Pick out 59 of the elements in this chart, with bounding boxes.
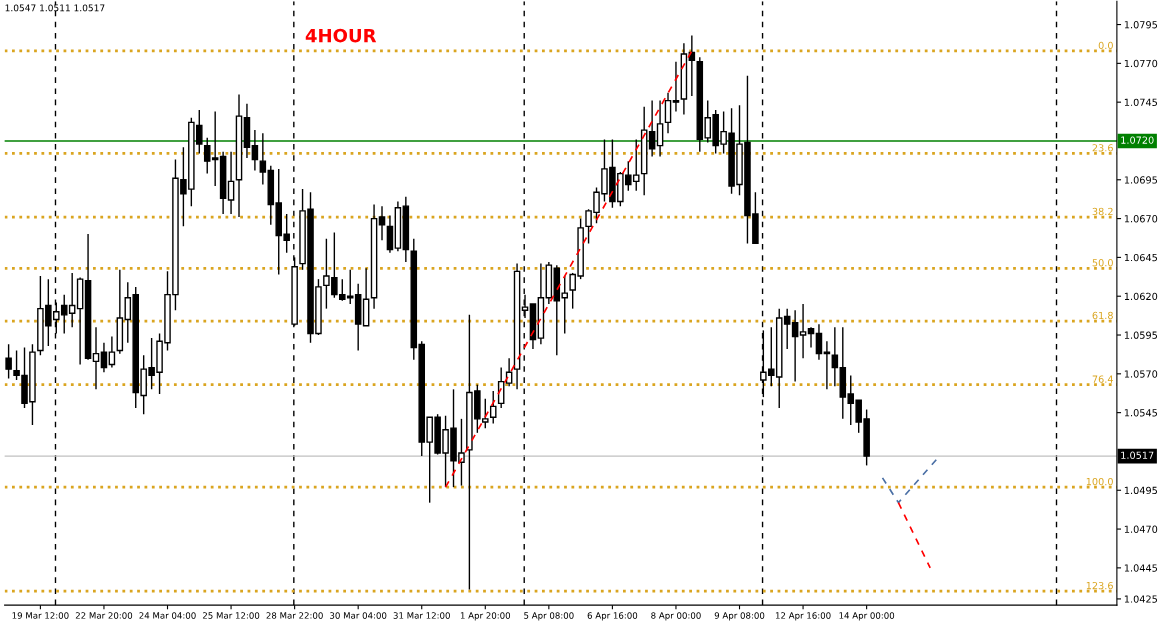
y-tick-label: 1.0445 <box>1124 564 1157 572</box>
x-tick-label: 6 Apr 16:00 <box>587 612 638 621</box>
y-tick-label: 1.0695 <box>1124 176 1157 184</box>
candlestick <box>815 323 823 361</box>
annotation: 0.0 <box>1098 41 1113 50</box>
candlestick <box>807 326 815 349</box>
text: 4HOUR <box>305 28 377 43</box>
annotation: 76.4 <box>1092 375 1113 383</box>
candlestick <box>672 61 680 113</box>
x-tick-label: 28 Mar 22:00 <box>266 612 323 619</box>
annotation: 38.2 <box>1092 207 1113 216</box>
candlestick <box>648 99 656 158</box>
y-tick-label: 1.0645 <box>1124 253 1157 262</box>
ref-line-label: 1.0517 <box>1121 451 1154 459</box>
candlestick <box>791 309 799 383</box>
x-tick-label: 19 Mar 12:00 <box>12 612 69 619</box>
candlestick <box>378 205 386 242</box>
annotation: 123.6 <box>1086 581 1113 590</box>
chart-subtitle: 1.0547 1.0511 1.0517 <box>5 4 105 12</box>
x-tick-label: 24 Mar 04:00 <box>139 612 196 619</box>
candlestick <box>489 390 497 425</box>
annotation: 23.6 <box>1092 144 1113 152</box>
x-tick-label: 25 Mar 12:00 <box>202 612 260 619</box>
candlestick <box>259 132 267 186</box>
candlestick <box>251 129 259 172</box>
candlestick <box>656 99 664 158</box>
annotation: 100.0 <box>1086 477 1113 486</box>
annotation: 50.0 <box>1092 259 1113 267</box>
candlestick <box>386 214 394 254</box>
y-tick-label: 1.0495 <box>1124 486 1157 495</box>
candlestick <box>100 342 108 373</box>
x-tick-label: 1 Apr 20:00 <box>460 612 511 621</box>
annotation: 61.8 <box>1092 311 1113 320</box>
y-tick-label: 1.0670 <box>1124 215 1158 223</box>
candlestick <box>823 340 831 391</box>
x-tick-label: 9 Apr 08:00 <box>714 612 765 621</box>
x-tick-label: 8 Apr 00:00 <box>651 612 701 621</box>
y-tick-label: 1.0595 <box>1124 331 1157 339</box>
y-tick-label: 1.0470 <box>1124 525 1158 533</box>
y-tick-label: 1.0545 <box>1124 409 1157 417</box>
y-tick-label: 1.0795 <box>1124 21 1157 29</box>
ref-line-label: 1.0720 <box>1121 136 1154 144</box>
candlestick <box>799 303 807 359</box>
candlestick <box>227 151 235 215</box>
y-tick-label: 1.0620 <box>1124 292 1158 301</box>
x-tick-label: 31 Mar 12:00 <box>393 612 450 619</box>
y-tick-label: 1.0745 <box>1124 98 1157 106</box>
candlestick <box>664 92 672 134</box>
x-tick-label: 22 Mar 20:00 <box>75 612 133 619</box>
y-tick-label: 1.0425 <box>1124 595 1157 603</box>
x-tick-label: 30 Mar 04:00 <box>330 612 387 619</box>
candlestick <box>108 335 116 369</box>
x-tick-label: 12 Apr 16:00 <box>775 612 831 621</box>
y-tick-label: 1.0570 <box>1124 370 1158 378</box>
candlestick <box>5 343 12 380</box>
candlestick <box>92 326 100 391</box>
y-tick-label: 1.0770 <box>1124 59 1158 68</box>
x-tick-label: 14 Apr 00:00 <box>839 612 895 621</box>
x-tick-label: 5 Apr 08:00 <box>524 612 574 621</box>
